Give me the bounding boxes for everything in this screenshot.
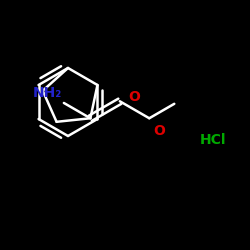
- Text: HCl: HCl: [200, 133, 226, 147]
- Text: O: O: [153, 124, 165, 138]
- Text: NH₂: NH₂: [33, 86, 62, 100]
- Text: O: O: [128, 90, 140, 104]
